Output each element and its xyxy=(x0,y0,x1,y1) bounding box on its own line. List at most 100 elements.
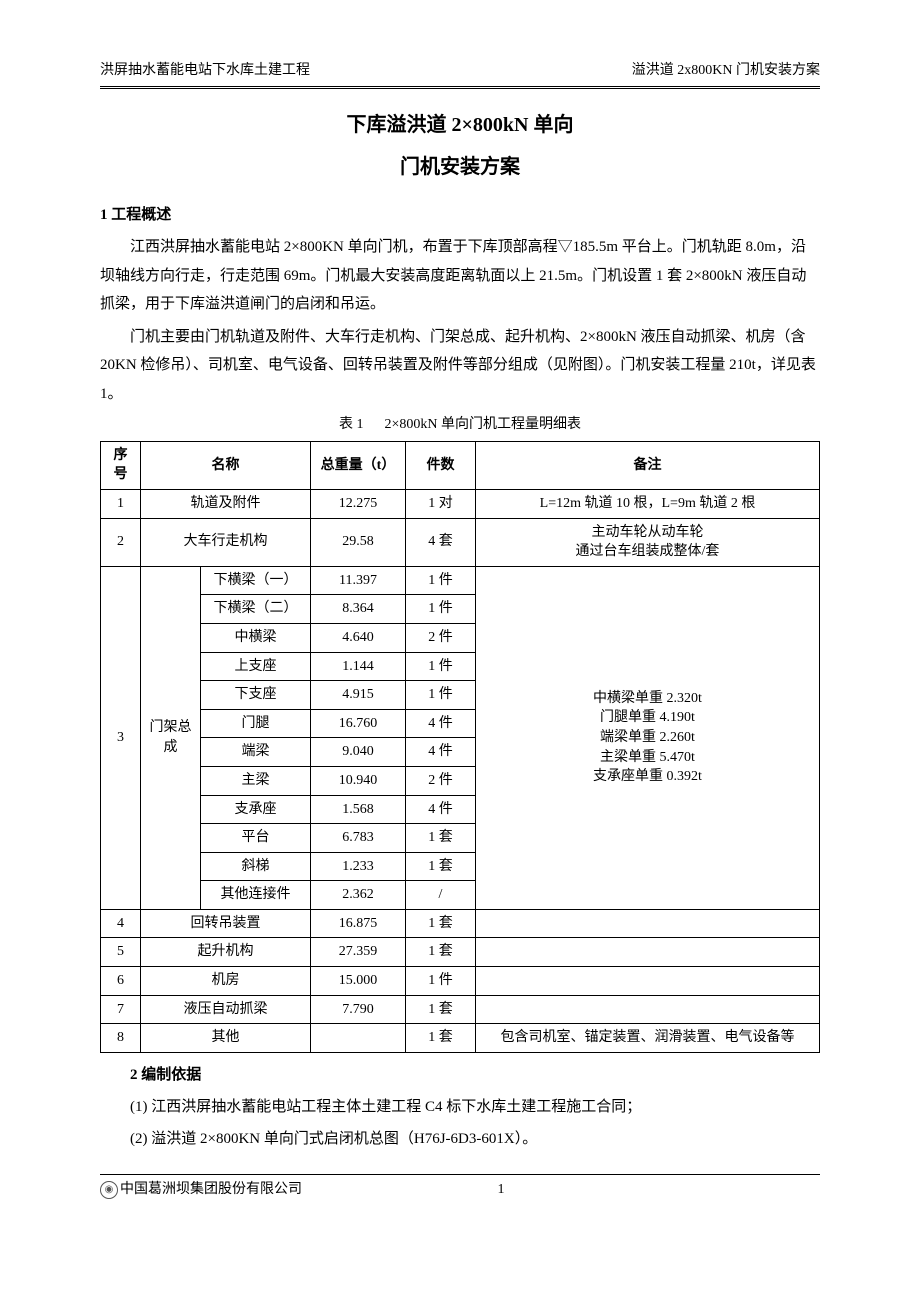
cell-sub-name: 端梁 xyxy=(201,738,311,767)
document-title: 下库溢洪道 2×800kN 单向 门机安装方案 xyxy=(100,109,820,183)
cell-weight: 1.233 xyxy=(311,852,406,881)
cell-name: 液压自动抓梁 xyxy=(141,995,311,1024)
cell-qty: 1 套 xyxy=(406,909,476,938)
cell-weight: 1.144 xyxy=(311,652,406,681)
cell-seq: 4 xyxy=(101,909,141,938)
note-line: 支承座单重 0.392t xyxy=(482,767,813,787)
cell-qty: 1 套 xyxy=(406,1024,476,1053)
cell-note: 主动车轮从动车轮 通过台车组装成整体/套 xyxy=(476,518,820,566)
table-row: 8 其他 1 套 包含司机室、锚定装置、润滑装置、电气设备等 xyxy=(101,1024,820,1053)
cell-weight: 16.875 xyxy=(311,909,406,938)
cell-weight: 1.568 xyxy=(311,795,406,824)
cell-sub-name: 平台 xyxy=(201,824,311,853)
cell-weight: 27.359 xyxy=(311,938,406,967)
th-note: 备注 xyxy=(476,441,820,489)
cell-weight: 16.760 xyxy=(311,709,406,738)
table-row: 6 机房 15.000 1 件 xyxy=(101,967,820,996)
cell-qty: 4 件 xyxy=(406,709,476,738)
cell-qty: 1 对 xyxy=(406,489,476,518)
cell-seq: 3 xyxy=(101,566,141,909)
table-caption-title: 2×800kN 单向门机工程量明细表 xyxy=(384,417,581,432)
cell-name: 机房 xyxy=(141,967,311,996)
cell-weight: 11.397 xyxy=(311,566,406,595)
cell-qty: 1 套 xyxy=(406,824,476,853)
cell-weight: 10.940 xyxy=(311,766,406,795)
section-1-para-2: 门机主要由门机轨道及附件、大车行走机构、门架总成、起升机构、2×800kN 液压… xyxy=(100,323,820,409)
cell-group-name: 门架总成 xyxy=(141,566,201,909)
cell-qty: 2 件 xyxy=(406,766,476,795)
cell-qty: 1 套 xyxy=(406,938,476,967)
th-weight: 总重量（t） xyxy=(311,441,406,489)
cell-weight: 9.040 xyxy=(311,738,406,767)
note-line: 端梁单重 2.260t xyxy=(482,728,813,748)
cell-weight: 4.640 xyxy=(311,623,406,652)
footer-page-number: 1 xyxy=(182,1179,820,1201)
cell-qty: 4 件 xyxy=(406,795,476,824)
table-row: 3 门架总成 下横梁（一） 11.397 1 件 中横梁单重 2.320t 门腿… xyxy=(101,566,820,595)
cell-weight xyxy=(311,1024,406,1053)
cell-note xyxy=(476,967,820,996)
cell-weight: 7.790 xyxy=(311,995,406,1024)
note-line: 门腿单重 4.190t xyxy=(482,708,813,728)
cell-sub-name: 下横梁（二） xyxy=(201,595,311,624)
cell-sub-name: 其他连接件 xyxy=(201,881,311,910)
th-qty: 件数 xyxy=(406,441,476,489)
cell-weight: 4.915 xyxy=(311,681,406,710)
cell-note xyxy=(476,909,820,938)
cell-name: 大车行走机构 xyxy=(141,518,311,566)
page-footer: ◉ 中国葛洲坝集团股份有限公司 1 xyxy=(100,1174,820,1201)
cell-weight: 12.275 xyxy=(311,489,406,518)
cell-qty: 4 套 xyxy=(406,518,476,566)
cell-sub-name: 下横梁（一） xyxy=(201,566,311,595)
section-2-item-1: (1) 江西洪屏抽水蓄能电站工程主体土建工程 C4 标下水库土建工程施工合同； xyxy=(100,1093,820,1122)
cell-name: 回转吊装置 xyxy=(141,909,311,938)
cell-seq: 2 xyxy=(101,518,141,566)
cell-seq: 6 xyxy=(101,967,141,996)
cell-qty: 1 套 xyxy=(406,852,476,881)
section-2-heading: 2 编制依据 xyxy=(100,1063,820,1087)
cell-qty: 1 件 xyxy=(406,595,476,624)
cell-note-line-1: 主动车轮从动车轮 xyxy=(482,523,813,543)
title-line-2: 门机安装方案 xyxy=(100,151,820,183)
bom-table: 序号 名称 总重量（t） 件数 备注 1 轨道及附件 12.275 1 对 L=… xyxy=(100,441,820,1053)
cell-group-note: 中横梁单重 2.320t 门腿单重 4.190t 端梁单重 2.260t 主梁单… xyxy=(476,566,820,909)
table-row: 1 轨道及附件 12.275 1 对 L=12m 轨道 10 根，L=9m 轨道… xyxy=(101,489,820,518)
table-row: 7 液压自动抓梁 7.790 1 套 xyxy=(101,995,820,1024)
cell-note xyxy=(476,995,820,1024)
cell-qty: 4 件 xyxy=(406,738,476,767)
cell-seq: 1 xyxy=(101,489,141,518)
table-row: 4 回转吊装置 16.875 1 套 xyxy=(101,909,820,938)
section-1-para-1: 江西洪屏抽水蓄能电站 2×800KN 单向门机，布置于下库顶部高程▽185.5m… xyxy=(100,233,820,319)
cell-seq: 8 xyxy=(101,1024,141,1053)
title-line-1: 下库溢洪道 2×800kN 单向 xyxy=(100,109,820,141)
cell-weight: 8.364 xyxy=(311,595,406,624)
cell-sub-name: 支承座 xyxy=(201,795,311,824)
cell-note: 包含司机室、锚定装置、润滑装置、电气设备等 xyxy=(476,1024,820,1053)
section-1-heading: 1 工程概述 xyxy=(100,203,820,227)
cell-qty: 1 件 xyxy=(406,652,476,681)
cell-note-line-2: 通过台车组装成整体/套 xyxy=(482,542,813,562)
table-row: 5 起升机构 27.359 1 套 xyxy=(101,938,820,967)
cell-note: L=12m 轨道 10 根，L=9m 轨道 2 根 xyxy=(476,489,820,518)
cell-name: 起升机构 xyxy=(141,938,311,967)
cell-weight: 6.783 xyxy=(311,824,406,853)
cell-qty: / xyxy=(406,881,476,910)
cell-sub-name: 中横梁 xyxy=(201,623,311,652)
header-right: 溢洪道 2x800KN 门机安装方案 xyxy=(632,60,820,82)
cell-name: 其他 xyxy=(141,1024,311,1053)
page-header: 洪屏抽水蓄能电站下水库土建工程 溢洪道 2x800KN 门机安装方案 xyxy=(100,60,820,89)
section-2-item-2: (2) 溢洪道 2×800KN 单向门式启闭机总图（H76J-6D3-601X）… xyxy=(100,1125,820,1154)
cell-sub-name: 上支座 xyxy=(201,652,311,681)
company-logo-icon: ◉ xyxy=(100,1181,118,1199)
cell-qty: 2 件 xyxy=(406,623,476,652)
cell-sub-name: 主梁 xyxy=(201,766,311,795)
cell-qty: 1 件 xyxy=(406,566,476,595)
header-left: 洪屏抽水蓄能电站下水库土建工程 xyxy=(100,60,310,82)
cell-sub-name: 斜梯 xyxy=(201,852,311,881)
cell-sub-name: 下支座 xyxy=(201,681,311,710)
cell-sub-name: 门腿 xyxy=(201,709,311,738)
cell-seq: 5 xyxy=(101,938,141,967)
cell-weight: 29.58 xyxy=(311,518,406,566)
cell-qty: 1 件 xyxy=(406,967,476,996)
cell-note xyxy=(476,938,820,967)
